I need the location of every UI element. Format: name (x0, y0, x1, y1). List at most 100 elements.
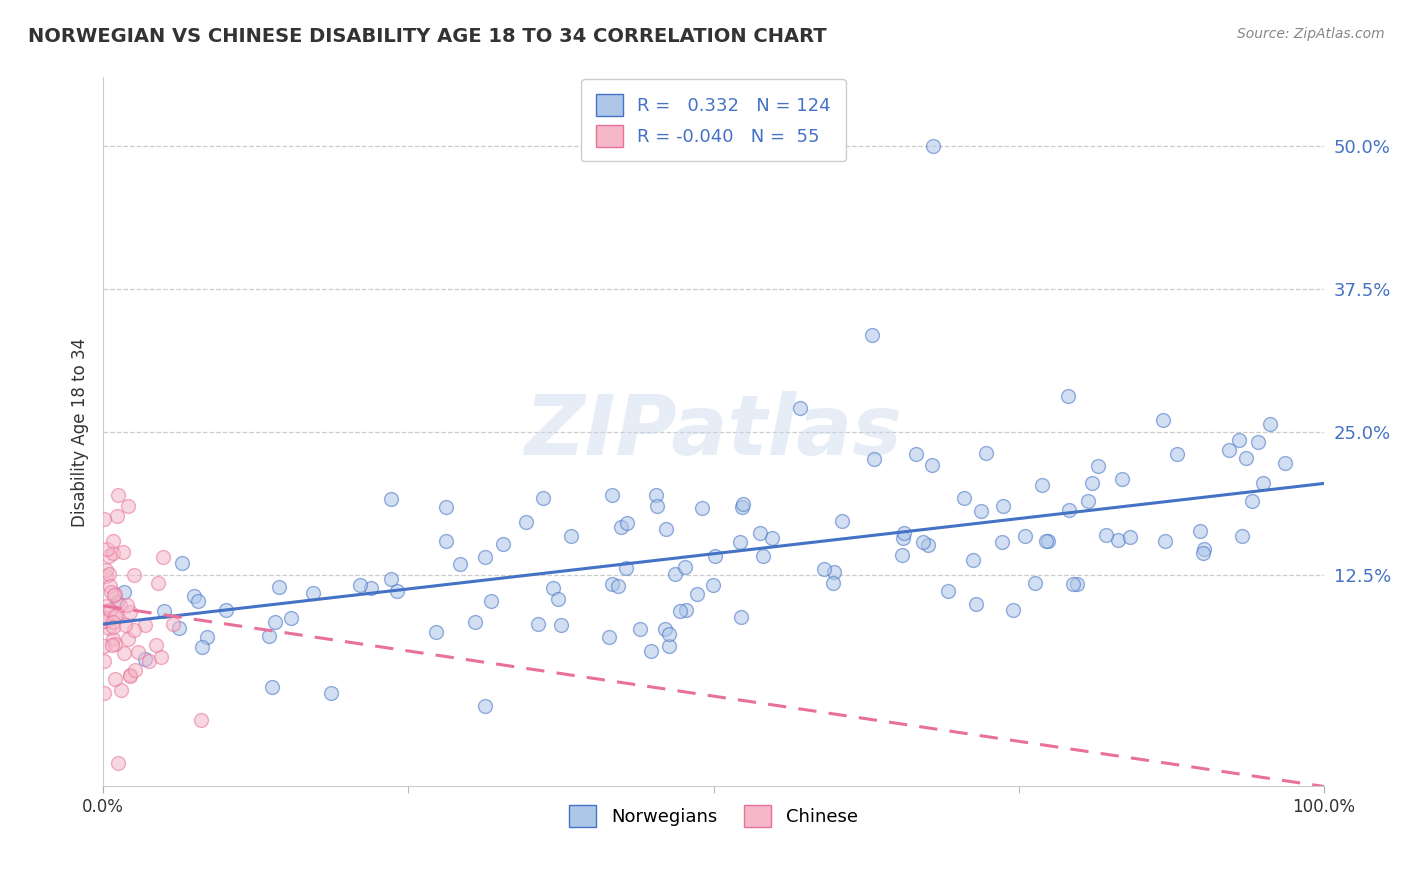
Point (1230, 529, 1253, 543)
Point (976, 446, 998, 460)
Point (117, 500, 139, 514)
Point (183, 589, 205, 603)
Point (103, 620, 125, 634)
Point (821, 575, 844, 590)
Point (645, 500, 668, 514)
Point (692, 501, 714, 516)
Point (134, 651, 156, 665)
Point (531, 491, 554, 505)
Point (195, 631, 218, 645)
Point (110, 682, 132, 697)
Point (101, 615, 124, 630)
Point (752, 549, 775, 563)
Point (685, 587, 707, 601)
Point (658, 627, 681, 641)
Point (1077, 493, 1099, 508)
Point (953, 491, 976, 505)
Point (1035, 534, 1057, 549)
Point (434, 500, 457, 514)
Point (94, 614, 117, 628)
Point (1251, 476, 1274, 491)
Point (1152, 413, 1174, 427)
Point (215, 603, 238, 617)
Point (560, 529, 582, 543)
Legend: Norwegians, Chinese: Norwegians, Chinese (562, 797, 865, 834)
Point (1002, 603, 1025, 617)
Point (101, 533, 124, 548)
Point (730, 535, 752, 549)
Point (101, 632, 124, 646)
Point (1057, 503, 1080, 517)
Point (911, 534, 934, 549)
Point (860, 327, 883, 342)
Point (112, 647, 135, 661)
Point (1031, 478, 1053, 492)
Point (118, 668, 141, 682)
Point (609, 520, 631, 534)
Point (434, 534, 457, 549)
Y-axis label: Disability Age 18 to 34: Disability Age 18 to 34 (72, 337, 89, 526)
Point (97, 621, 120, 635)
Point (863, 451, 886, 466)
Point (122, 624, 145, 638)
Point (94, 563, 117, 577)
Point (541, 581, 564, 595)
Point (101, 546, 124, 560)
Point (100, 579, 122, 593)
Point (526, 617, 548, 632)
Point (118, 605, 141, 619)
Point (107, 488, 129, 502)
Point (669, 604, 692, 618)
Point (302, 586, 325, 600)
Point (703, 549, 725, 563)
Point (492, 537, 515, 551)
Point (162, 617, 184, 632)
Point (1111, 473, 1133, 487)
Point (257, 629, 280, 643)
Point (474, 549, 496, 564)
Point (904, 447, 927, 461)
Point (991, 535, 1014, 549)
Text: NORWEGIAN VS CHINESE DISABILITY AGE 18 TO 34 CORRELATION CHART: NORWEGIAN VS CHINESE DISABILITY AGE 18 T… (28, 27, 827, 45)
Point (449, 557, 471, 571)
Point (730, 500, 752, 514)
Point (127, 644, 149, 658)
Point (600, 487, 623, 501)
Point (474, 699, 496, 714)
Point (93, 614, 115, 628)
Point (146, 576, 169, 591)
Point (1057, 388, 1080, 402)
Point (105, 595, 128, 609)
Point (114, 618, 136, 632)
Point (117, 632, 139, 647)
Point (464, 615, 486, 629)
Point (100, 638, 122, 652)
Point (267, 580, 290, 594)
Text: ZIPatlas: ZIPatlas (524, 392, 903, 473)
Point (645, 488, 668, 502)
Point (124, 663, 146, 677)
Point (425, 624, 447, 639)
Point (479, 594, 502, 608)
Point (98, 602, 121, 616)
Point (628, 623, 651, 637)
Point (167, 621, 190, 635)
Text: Source: ZipAtlas.com: Source: ZipAtlas.com (1237, 27, 1385, 41)
Point (675, 603, 697, 617)
Point (664, 567, 686, 582)
Point (748, 525, 770, 540)
Point (93, 640, 115, 654)
Point (547, 592, 569, 607)
Point (360, 581, 382, 595)
Point (98, 549, 121, 563)
Point (1095, 528, 1118, 542)
Point (321, 686, 343, 700)
Point (702, 578, 724, 592)
Point (93, 654, 115, 668)
Point (98, 566, 121, 581)
Point (1192, 541, 1215, 556)
Point (965, 597, 987, 611)
Point (263, 615, 285, 629)
Point (1154, 533, 1177, 548)
Point (890, 548, 912, 562)
